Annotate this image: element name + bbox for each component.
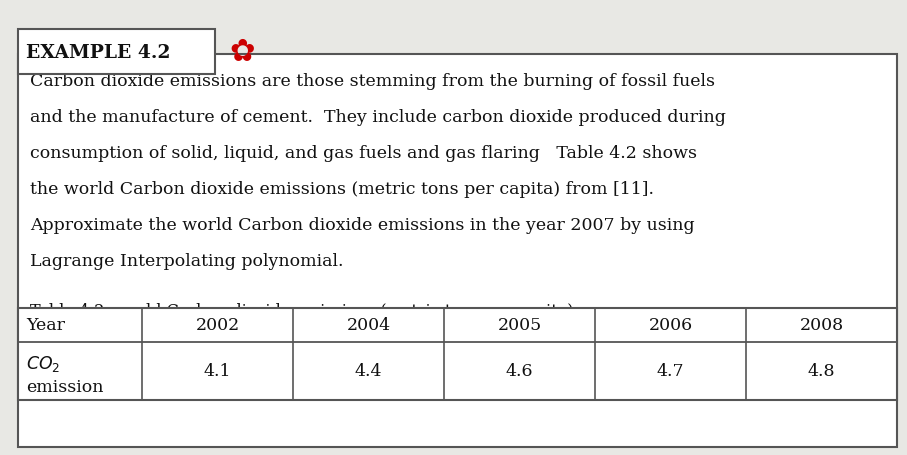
Text: Lagrange Interpolating polynomial.: Lagrange Interpolating polynomial. [30, 253, 344, 269]
Text: Carbon dioxide emissions are those stemming from the burning of fossil fuels: Carbon dioxide emissions are those stemm… [30, 73, 715, 90]
Bar [18, 308, 897, 400]
Text: 4.7: 4.7 [657, 363, 684, 379]
Text: the world Carbon dioxide emissions (metric tons per capita) from [11].: the world Carbon dioxide emissions (metr… [30, 181, 654, 197]
Text: ✿: ✿ [229, 38, 255, 67]
Text: 4.6: 4.6 [506, 363, 533, 379]
Bar [18, 55, 897, 447]
Text: 2002: 2002 [195, 317, 239, 334]
Bar [18, 30, 215, 75]
Text: EXAMPLE 4.2: EXAMPLE 4.2 [26, 43, 171, 61]
Text: consumption of solid, liquid, and gas fuels and gas flaring   Table 4.2 shows: consumption of solid, liquid, and gas fu… [30, 145, 697, 162]
Text: Year: Year [26, 317, 65, 334]
Text: 2008: 2008 [799, 317, 844, 334]
Text: Approximate the world Carbon dioxide emissions in the year 2007 by using: Approximate the world Carbon dioxide emi… [30, 217, 695, 233]
Text: 2006: 2006 [649, 317, 693, 334]
Text: 4.8: 4.8 [808, 363, 835, 379]
Text: emission: emission [26, 379, 103, 396]
Text: 2005: 2005 [497, 317, 541, 334]
Text: 4.1: 4.1 [204, 363, 231, 379]
Text: and the manufacture of cement.  They include carbon dioxide produced during: and the manufacture of cement. They incl… [30, 109, 726, 126]
Text: Table 4.2: world Carbon dioxide emissions (metric tons per capita): Table 4.2: world Carbon dioxide emission… [30, 302, 573, 319]
Text: 4.4: 4.4 [355, 363, 382, 379]
Text: 2004: 2004 [346, 317, 391, 334]
Text: $\mathit{CO}_2$: $\mathit{CO}_2$ [26, 353, 60, 373]
